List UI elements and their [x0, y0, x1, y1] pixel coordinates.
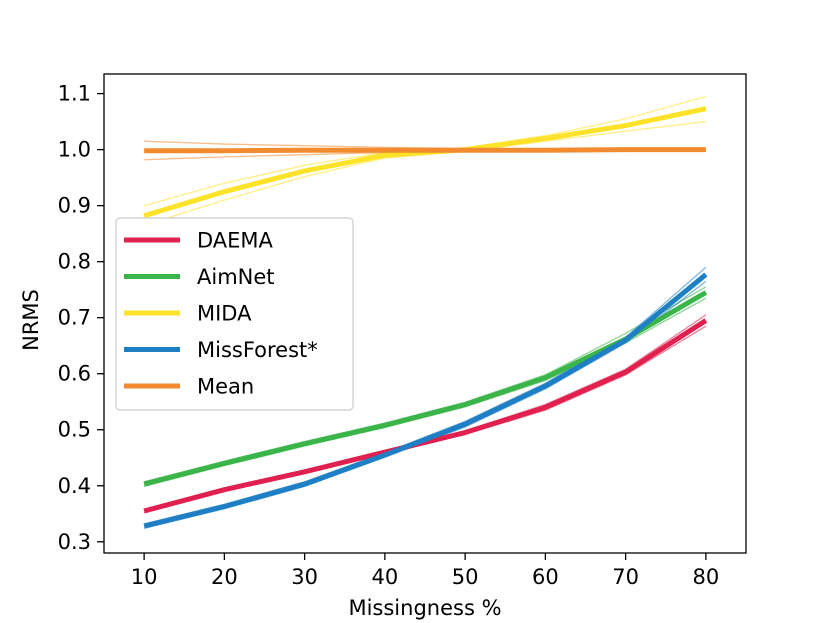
legend-box	[115, 217, 354, 411]
x-tick-label: 10	[131, 565, 158, 589]
x-tick-label: 30	[291, 565, 318, 589]
y-tick-label: 0.6	[58, 362, 91, 386]
legend-label-daema: DAEMA	[197, 229, 274, 253]
legend-label-aimnet: AimNet	[197, 265, 275, 289]
y-tick-label: 0.4	[58, 474, 91, 498]
legend-label-mean: Mean	[197, 375, 254, 399]
daema-mean-line	[143, 318, 708, 514]
y-tick-label: 0.3	[58, 530, 91, 554]
y-tick-label: 1.0	[58, 138, 91, 162]
x-axis: 10 20 30 40 50 60 70 80	[131, 553, 719, 589]
y-tick-label: 0.9	[58, 194, 91, 218]
x-tick-label: 20	[211, 565, 238, 589]
missforest-mean-line	[143, 272, 708, 529]
y-tick-label: 0.7	[58, 306, 91, 330]
series-lines	[143, 106, 708, 529]
y-tick-label: 1.1	[58, 82, 91, 106]
legend: DAEMA AimNet MIDA MissForest* Mean	[115, 217, 354, 411]
legend-items: DAEMA AimNet MIDA MissForest* Mean	[124, 229, 318, 399]
x-tick-label: 50	[452, 565, 479, 589]
legend-label-mida: MIDA	[197, 302, 252, 326]
mean-mean-line	[144, 147, 706, 154]
legend-label-missforest: MissForest*	[197, 338, 318, 362]
y-axis-label: NRMS	[19, 289, 43, 351]
plot-area-frame	[103, 73, 747, 554]
x-tick-label: 80	[693, 565, 720, 589]
y-tick-label: 0.5	[58, 418, 91, 442]
x-tick-label: 70	[612, 565, 639, 589]
y-axis: 0.3 0.4 0.5 0.6 0.7 0.8 0.9 1.0 1.1	[58, 82, 104, 554]
x-tick-label: 40	[372, 565, 399, 589]
x-axis-label: Missingness %	[348, 596, 501, 620]
x-tick-label: 60	[532, 565, 559, 589]
y-tick-label: 0.8	[58, 250, 91, 274]
